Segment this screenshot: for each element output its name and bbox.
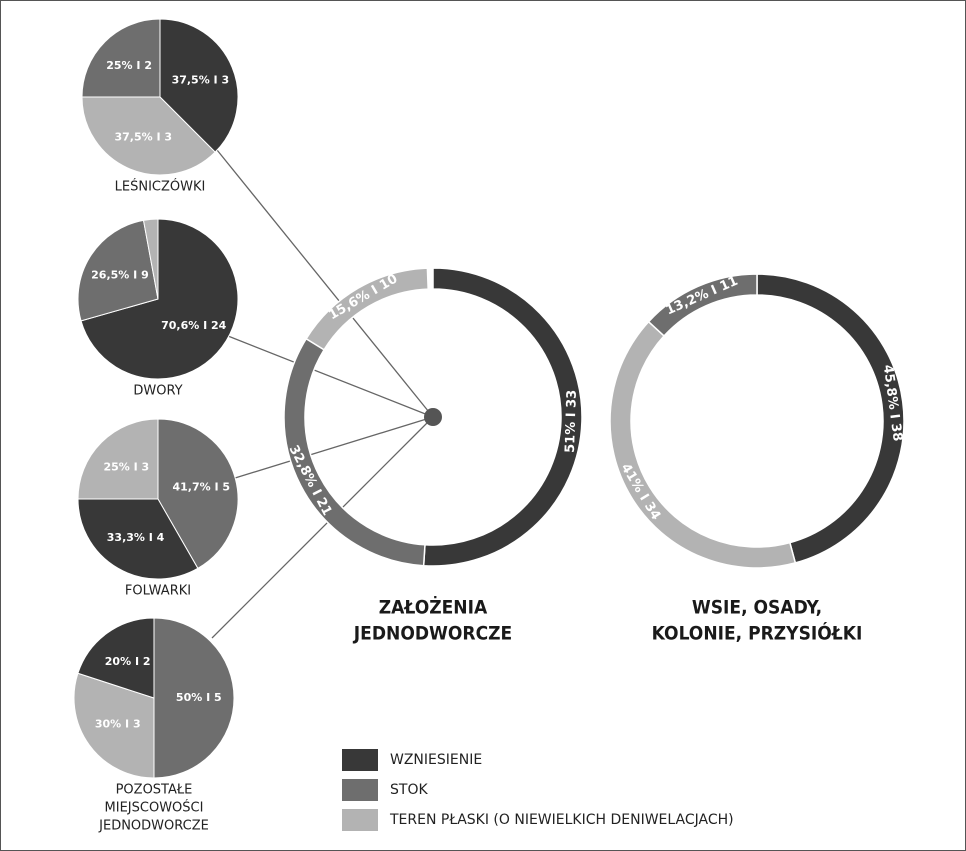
slice-label: 37,5% I 3 [114, 130, 172, 143]
pie-slice [81, 96, 216, 176]
connector [212, 144, 434, 418]
slice-label: 20% I 2 [105, 655, 151, 668]
pie-title: DWORY [133, 384, 182, 399]
slice-label: 26,5% I 9 [91, 268, 149, 281]
pie-slice [77, 418, 159, 500]
slice-label: 2,9% I 1 [160, 204, 210, 217]
legend-swatch [342, 779, 378, 801]
pie-title: MIEJSCOWOŚCI [105, 800, 204, 816]
legend-swatch [342, 749, 378, 771]
legend-text: STOK [390, 782, 428, 798]
legend-text: WZNIESIENIE [390, 752, 482, 768]
connector [227, 335, 434, 418]
donut-segment [283, 337, 426, 567]
legend-swatch [342, 809, 378, 831]
pie-title: FOLWARKI [125, 584, 191, 599]
connector [234, 416, 434, 479]
pie-title: POZOSTAŁE [116, 783, 193, 798]
pie-title: JEDNODWORCZE [98, 819, 209, 834]
slice-label: 30% I 3 [95, 717, 141, 730]
donut-segment [756, 273, 905, 564]
slice-label: 33,3% I 4 [107, 531, 165, 544]
pie-slice [153, 617, 235, 779]
ring-label: 51% I 33 [563, 390, 580, 454]
donut-segment [305, 267, 429, 351]
pie-slice [159, 18, 239, 153]
slice-label: 70,6% I 24 [161, 319, 227, 332]
donut-title: JEDNODWORCZE [353, 623, 512, 645]
pie-slice [142, 218, 159, 300]
pie-slice [77, 617, 155, 699]
connector [211, 416, 434, 639]
pie-slice [80, 218, 239, 380]
donut-title: WSIE, OSADY, [692, 597, 822, 619]
pie-slice [81, 18, 161, 98]
donut-segment [422, 267, 583, 567]
legend-text: TEREN PŁASKI (O NIEWIELKICH DENIWELACJAC… [389, 812, 734, 828]
donut-title: KOLONIE, PRZYSIÓŁKI [652, 621, 863, 645]
pie-title: LEŚNICZÓWKI [115, 179, 206, 195]
pie-slice [157, 418, 239, 570]
slice-label: 50% I 5 [176, 691, 222, 704]
donut-segment [647, 273, 758, 337]
slice-label: 41,7% I 5 [172, 480, 230, 493]
hub [424, 408, 442, 426]
pie-slice [77, 219, 159, 322]
pie-slice [73, 672, 155, 779]
slice-label: 25% I 3 [103, 460, 149, 473]
donut-title: ZAŁOŻENIA [379, 595, 488, 619]
donut-segment [609, 320, 797, 569]
slice-label: 25% I 2 [106, 59, 152, 72]
pie-slice [77, 498, 199, 580]
slice-label: 37,5% I 3 [172, 73, 230, 86]
